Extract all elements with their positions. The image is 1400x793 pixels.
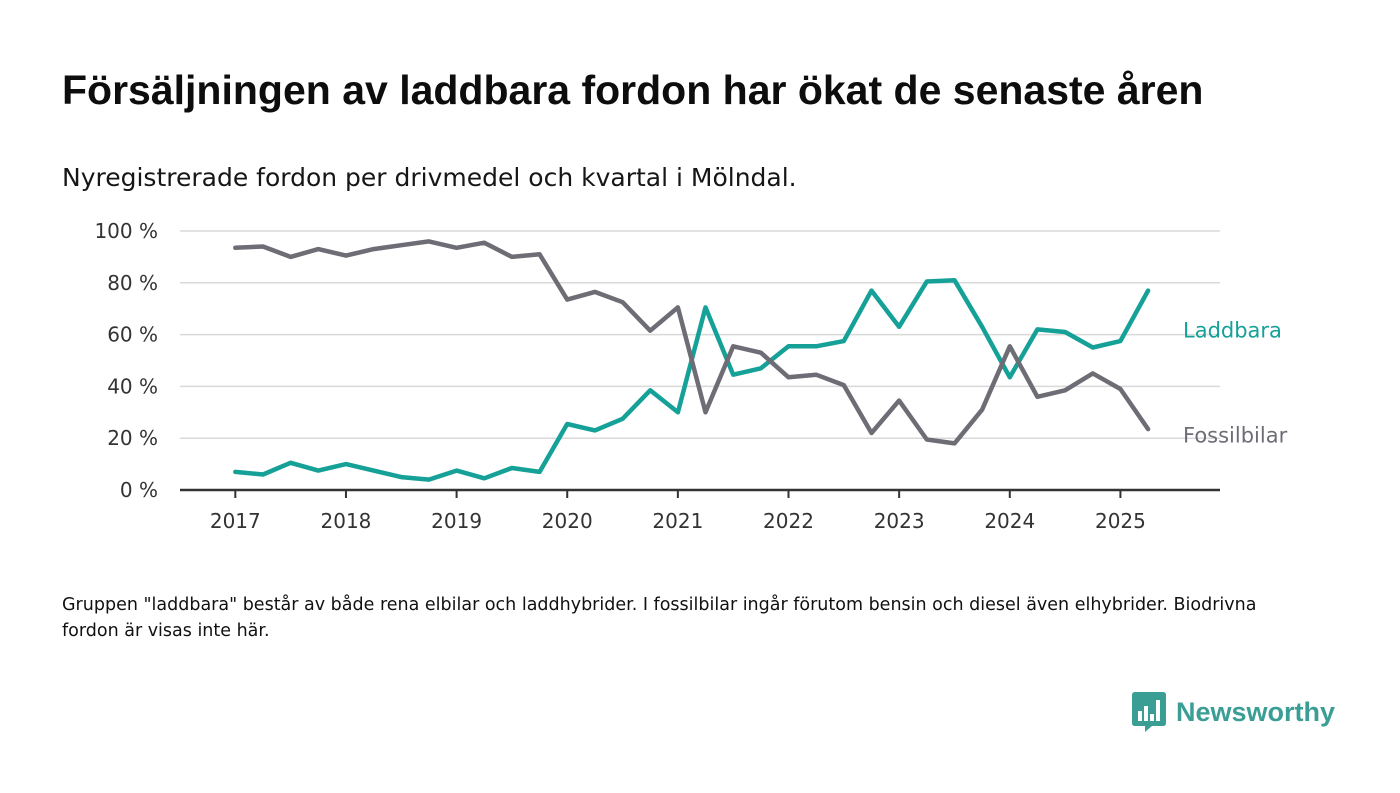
chart-title: Försäljningen av laddbara fordon har öka… xyxy=(62,67,1204,113)
y-tick-label: 80 % xyxy=(107,271,158,295)
y-tick-label: 40 % xyxy=(107,374,158,398)
series-labels: Laddbara Fossilbilar xyxy=(1183,318,1288,447)
x-tick-label: 2018 xyxy=(321,509,372,533)
series-label-laddbara: Laddbara xyxy=(1183,318,1282,342)
x-axis-ticks: 2017 2018 2019 2020 2021 2022 2023 2024 2025 xyxy=(210,490,1146,533)
x-tick-label: 2024 xyxy=(984,509,1035,533)
line-chart: 0 % 20 % 40 % 60 % 80 % 100 % 2017 2018 2019 202… xyxy=(94,219,1288,533)
x-tick-label: 2019 xyxy=(431,509,482,533)
x-tick-label: 2025 xyxy=(1095,509,1146,533)
series-label-fossilbilar: Fossilbilar xyxy=(1183,423,1288,447)
y-tick-label: 60 % xyxy=(107,323,158,347)
chart-bubble-logo-icon xyxy=(1132,692,1166,732)
chart-subtitle: Nyregistrerade fordon per drivmedel och … xyxy=(62,163,797,192)
x-tick-label: 2021 xyxy=(652,509,703,533)
x-tick-label: 2023 xyxy=(874,509,925,533)
y-axis-tick-labels: 0 % 20 % 40 % 60 % 80 % 100 % xyxy=(94,219,158,502)
brand-name: Newsworthy xyxy=(1176,696,1336,727)
y-tick-label: 100 % xyxy=(94,219,158,243)
series-lines xyxy=(233,239,1151,482)
brand-logo[interactable]: Newsworthy xyxy=(1132,692,1335,732)
y-tick-label: 20 % xyxy=(107,426,158,450)
series-line-laddbara xyxy=(233,277,1151,482)
x-tick-label: 2017 xyxy=(210,509,261,533)
footnote: Gruppen "laddbara" består av både rena e… xyxy=(62,595,1257,641)
y-tick-label: 0 % xyxy=(120,478,158,502)
x-tick-label: 2020 xyxy=(542,509,593,533)
series-line-fossilbilar xyxy=(233,239,1151,446)
x-tick-label: 2022 xyxy=(763,509,814,533)
